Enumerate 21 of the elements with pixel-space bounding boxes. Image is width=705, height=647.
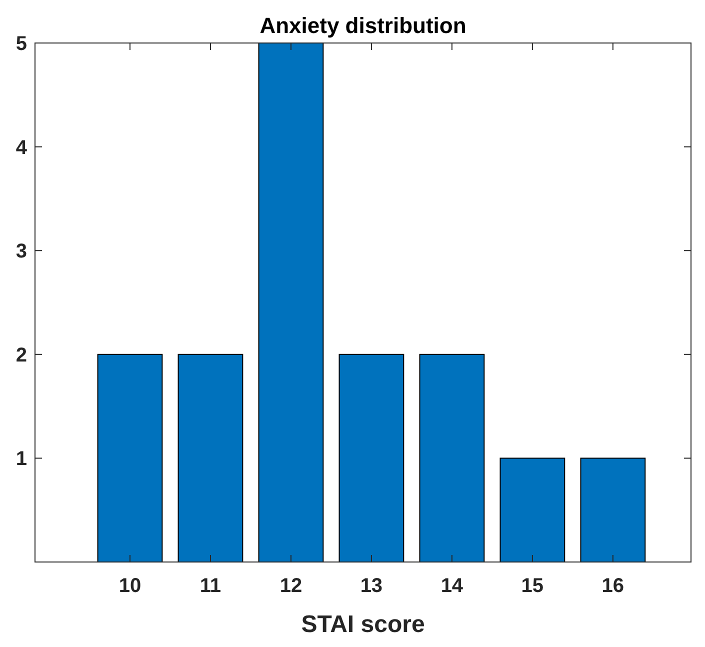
x-tick-label: 14 [440, 575, 464, 597]
bar [500, 458, 566, 562]
x-tick-label: 12 [280, 575, 302, 597]
x-tick-label: 13 [360, 575, 383, 597]
bar [258, 42, 324, 562]
y-tick-label: 5 [16, 33, 27, 55]
y-tick-label: 2 [16, 344, 27, 366]
bar [419, 354, 485, 562]
x-tick-label: 11 [200, 575, 222, 597]
bar [97, 354, 163, 562]
x-tick-label: 16 [602, 575, 624, 597]
bar [338, 354, 404, 562]
y-tick-label: 4 [16, 136, 28, 159]
y-tick-label: 1 [16, 448, 27, 470]
x-tick-label: 10 [118, 575, 142, 597]
y-tick-label: 3 [16, 240, 27, 263]
x-tick-label: 15 [521, 575, 544, 597]
chart-title: Anxiety distribution [260, 13, 466, 38]
bar [580, 458, 646, 562]
x-axis-title: STAI score [301, 611, 425, 638]
bar [178, 354, 244, 562]
